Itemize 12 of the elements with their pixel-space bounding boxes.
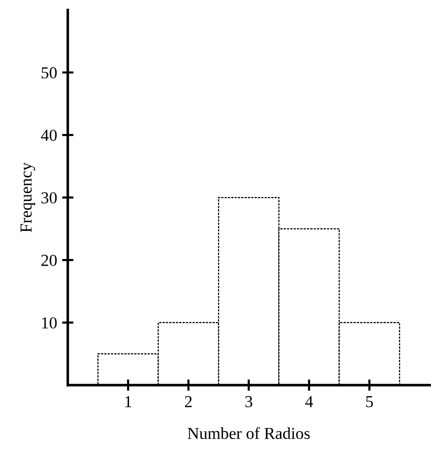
x-tick-label: 5 <box>366 396 373 408</box>
x-tick-label: 3 <box>245 396 252 408</box>
y-axis-title: Frequency <box>20 162 36 232</box>
y-tick-label: 40 <box>41 130 57 141</box>
x-tick-label: 1 <box>125 396 132 408</box>
x-tick-label: 2 <box>184 396 192 408</box>
y-tick-label: 20 <box>41 254 57 266</box>
y-tick-label: 30 <box>41 192 57 204</box>
x-axis-title: Number of Radios <box>188 427 310 440</box>
x-tick-label: 4 <box>305 396 313 408</box>
y-tick-label: 50 <box>42 67 57 78</box>
y-tick-label: 10 <box>42 317 57 329</box>
